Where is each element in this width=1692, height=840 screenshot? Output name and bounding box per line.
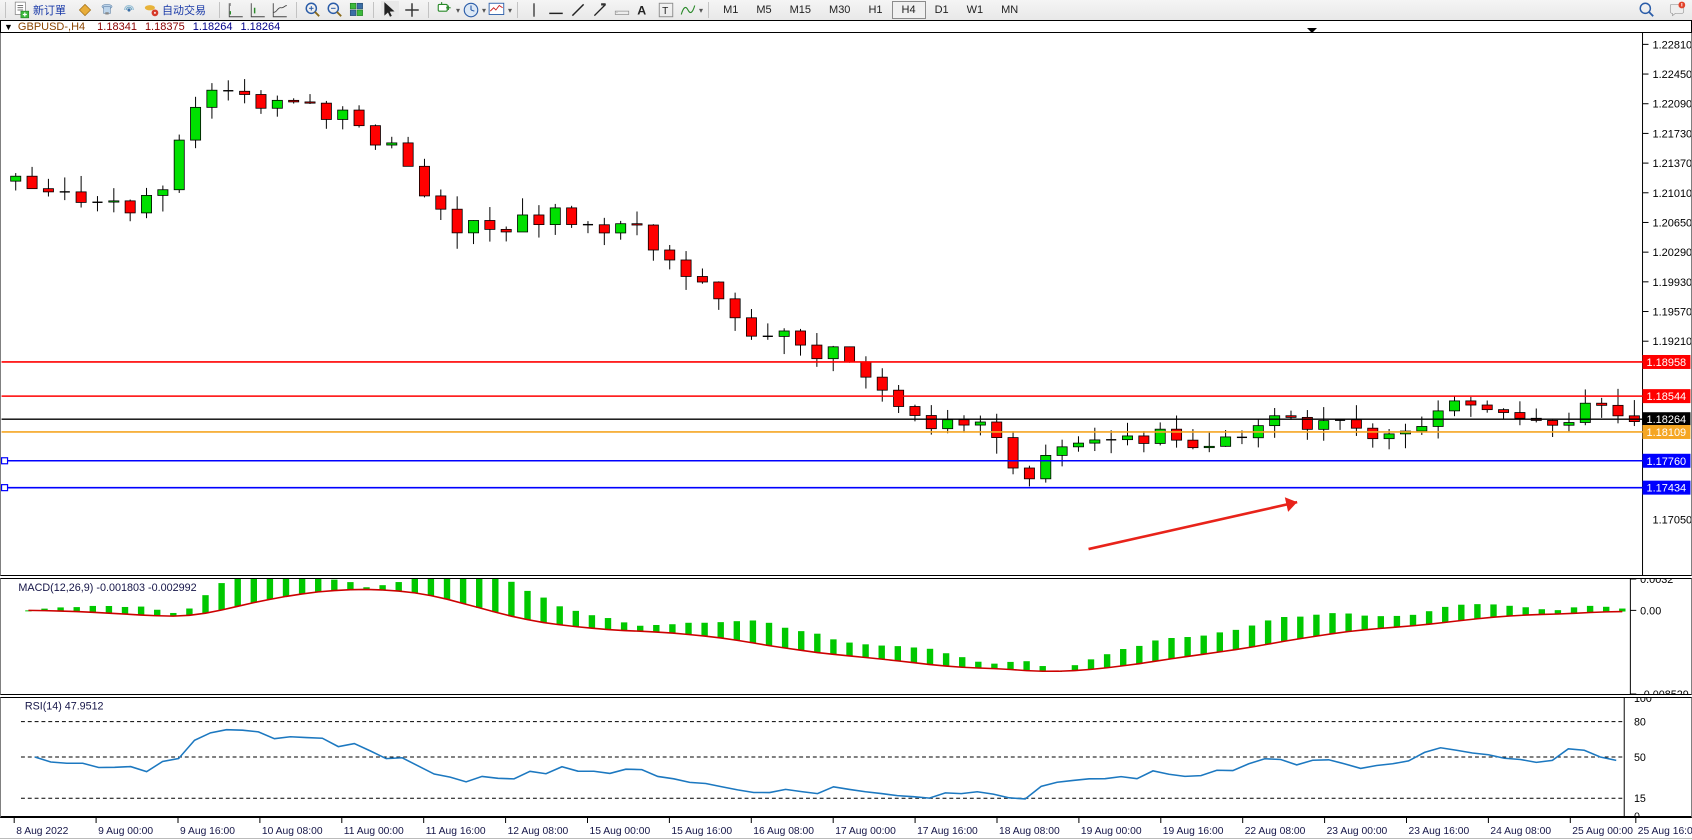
svg-text:8 Aug 2022: 8 Aug 2022 (16, 826, 68, 837)
svg-text:23 Aug 00:00: 23 Aug 00:00 (1327, 826, 1388, 837)
svg-text:25 Aug 00:00: 25 Aug 00:00 (1572, 826, 1633, 837)
svg-text:25 Aug 16:00: 25 Aug 16:00 (1638, 826, 1692, 837)
svg-text:1.18264: 1.18264 (1647, 414, 1687, 426)
svg-text:10 Aug 08:00: 10 Aug 08:00 (262, 826, 323, 837)
svg-text:19 Aug 00:00: 19 Aug 00:00 (1081, 826, 1142, 837)
svg-text:1.18109: 1.18109 (1647, 427, 1687, 439)
svg-text:22 Aug 08:00: 22 Aug 08:00 (1245, 826, 1306, 837)
svg-text:1.19930: 1.19930 (1653, 277, 1692, 289)
svg-text:15: 15 (1634, 793, 1646, 805)
svg-text:19 Aug 16:00: 19 Aug 16:00 (1163, 826, 1224, 837)
svg-text:T: T (662, 6, 668, 17)
svg-text:-0.008529: -0.008529 (1640, 689, 1689, 695)
svg-text:1.21010: 1.21010 (1653, 188, 1692, 200)
svg-text:9 Aug 16:00: 9 Aug 16:00 (180, 826, 235, 837)
svg-text:9 Aug 00:00: 9 Aug 00:00 (98, 826, 153, 837)
svg-text:RSI(14) 47.9512: RSI(14) 47.9512 (25, 701, 104, 713)
svg-text:1.22450: 1.22450 (1653, 69, 1692, 81)
svg-text:23 Aug 16:00: 23 Aug 16:00 (1408, 826, 1469, 837)
svg-text:1.20290: 1.20290 (1653, 247, 1692, 259)
svg-text:1.21730: 1.21730 (1653, 128, 1692, 140)
svg-text:11 Aug 16:00: 11 Aug 16:00 (426, 826, 486, 837)
svg-text:50: 50 (1634, 752, 1646, 764)
svg-text:MACD(12,26,9) -0.001803 -0.002: MACD(12,26,9) -0.001803 -0.002992 (18, 582, 196, 594)
svg-text:17 Aug 00:00: 17 Aug 00:00 (835, 826, 896, 837)
svg-text:100: 100 (1634, 697, 1652, 705)
svg-text:1.18544: 1.18544 (1647, 391, 1687, 403)
svg-text:17 Aug 16:00: 17 Aug 16:00 (917, 826, 978, 837)
svg-text:1.19210: 1.19210 (1653, 336, 1692, 348)
svg-text:16 Aug 08:00: 16 Aug 08:00 (753, 826, 814, 837)
svg-text:0.00: 0.00 (1640, 605, 1661, 617)
svg-text:1.17434: 1.17434 (1647, 483, 1687, 495)
svg-text:I: I (230, 2, 231, 7)
svg-text:1.21370: 1.21370 (1653, 158, 1692, 170)
svg-text:1.17050: 1.17050 (1653, 514, 1692, 526)
svg-text:1.18958: 1.18958 (1647, 357, 1687, 369)
svg-text:18 Aug 08:00: 18 Aug 08:00 (999, 826, 1060, 837)
svg-text:12 Aug 08:00: 12 Aug 08:00 (508, 826, 569, 837)
svg-text:80: 80 (1634, 717, 1646, 729)
svg-text:1.22810: 1.22810 (1653, 39, 1692, 51)
svg-text:24 Aug 08:00: 24 Aug 08:00 (1490, 826, 1551, 837)
svg-text:0.0032: 0.0032 (1640, 578, 1673, 586)
svg-text:1.22090: 1.22090 (1653, 99, 1692, 111)
svg-text:15 Aug 00:00: 15 Aug 00:00 (589, 826, 650, 837)
svg-text:1.17760: 1.17760 (1647, 456, 1687, 468)
svg-text:15 Aug 16:00: 15 Aug 16:00 (671, 826, 732, 837)
svg-text:11 Aug 00:00: 11 Aug 00:00 (344, 826, 404, 837)
svg-text:1.19570: 1.19570 (1653, 307, 1692, 319)
svg-text:1.20650: 1.20650 (1653, 217, 1692, 229)
svg-text:0: 0 (1634, 811, 1640, 818)
svg-text:A: A (637, 4, 646, 18)
